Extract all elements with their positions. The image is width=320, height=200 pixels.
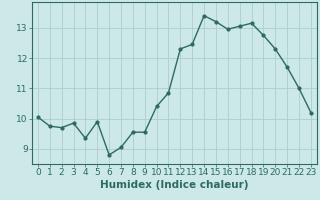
X-axis label: Humidex (Indice chaleur): Humidex (Indice chaleur) <box>100 180 249 190</box>
